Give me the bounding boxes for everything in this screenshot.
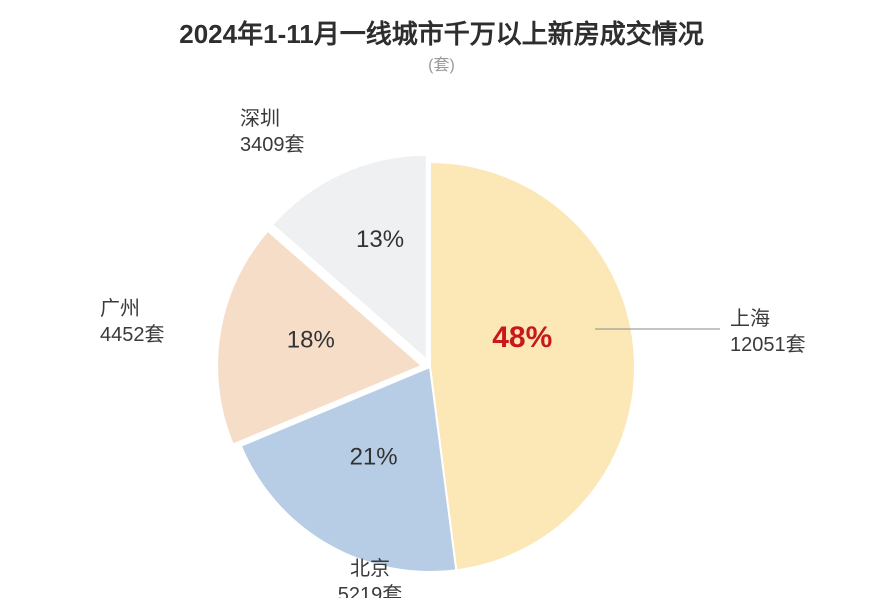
count-label-shenzhen: 3409套 xyxy=(240,133,305,156)
percent-label-北京: 21% xyxy=(350,444,398,471)
city-label-beijing: 北京 xyxy=(350,557,390,580)
city-label-shanghai: 上海 xyxy=(730,307,770,330)
city-label-guangzhou: 广州 xyxy=(100,297,140,320)
pie-slice-上海 xyxy=(430,162,635,570)
count-label-guangzhou: 4452套 xyxy=(100,323,165,346)
pie-chart: 48% 21% 18% 13% 上海 12051套北京 5219套 广州 4452套 深圳 3409… xyxy=(0,75,883,598)
percent-label-上海: 48% xyxy=(492,321,552,354)
count-label-shanghai: 12051套 xyxy=(730,333,806,356)
count-label-beijing: 5219套 xyxy=(338,583,403,598)
chart-title: 2024年1-11月一线城市千万以上新房成交情况 xyxy=(0,14,883,51)
percent-label-广州: 18% xyxy=(287,327,335,354)
city-label-shenzhen: 深圳 xyxy=(240,107,280,130)
percent-label-深圳: 13% xyxy=(356,226,404,253)
chart-subtitle: (套) xyxy=(0,51,883,75)
